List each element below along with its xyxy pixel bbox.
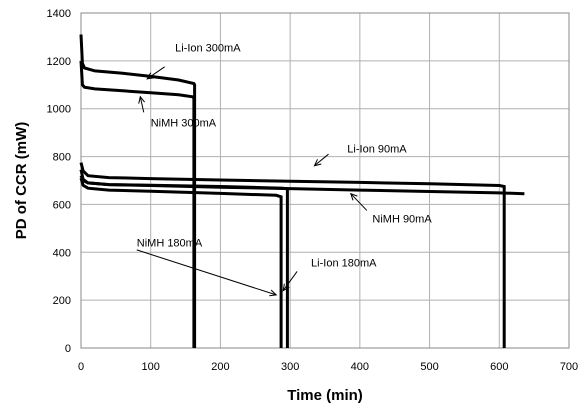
- x-tick-label: 600: [490, 361, 508, 373]
- annotation-arrow-li-ion-90ma: [314, 153, 329, 167]
- y-tick-label: 0: [65, 343, 71, 355]
- series-line-li-ion-300ma: [79, 34, 197, 348]
- x-tick-label: 400: [351, 361, 369, 373]
- annotation-arrowhead-li-ion-90ma: [313, 159, 322, 167]
- annotation-label-li-ion-300ma: Li-Ion 300mA: [175, 42, 241, 54]
- annotation-arrow-li-ion-180ma: [282, 271, 298, 291]
- y-axis-ticks: 0 200 400 600 800 1000 1200 1400: [47, 8, 71, 355]
- y-tick-label: 1400: [47, 8, 71, 20]
- x-tick-label: 100: [142, 361, 160, 373]
- annotation-arrowhead-li-ion-180ma: [282, 283, 290, 292]
- annotation-arrow-li-ion-300ma: [146, 66, 165, 80]
- x-tick-label: 200: [211, 361, 229, 373]
- annotation-arrow-nimh-180ma: [136, 249, 277, 296]
- series-line-nimh-300ma: [79, 60, 196, 348]
- annotation-label-nimh-300ma: NiMH 300mA: [151, 118, 217, 130]
- annotation-arrowhead-nimh-300ma: [138, 95, 145, 104]
- y-tick-label: 200: [53, 295, 71, 307]
- series-line-li-ion-180ma: [79, 175, 289, 348]
- y-tick-label: 600: [53, 199, 71, 211]
- y-tick-label: 800: [53, 152, 71, 164]
- y-axis-title: PD of CCR (mW): [13, 122, 30, 239]
- series-line-li-ion-90ma: [79, 162, 506, 348]
- series-line-nimh-180ma: [79, 177, 283, 348]
- annotation-label-li-ion-180ma: Li-Ion 180mA: [311, 258, 377, 270]
- annotation-arrowhead-nimh-90ma: [349, 192, 358, 201]
- annotation-arrowhead-li-ion-300ma: [146, 72, 155, 80]
- y-tick-label: 400: [53, 247, 71, 259]
- annotation-label-li-ion-90ma: Li-Ion 90mA: [347, 143, 407, 155]
- series-lines: [79, 34, 525, 348]
- y-tick-label: 1000: [47, 104, 71, 116]
- annotation-label-nimh-180ma: NiMH 180mA: [137, 237, 203, 249]
- annotation-arrowhead-nimh-180ma: [269, 289, 278, 297]
- annotations: Li-Ion 300mA NiMH 300mA Li-Ion 90mA NiMH 90…: [136, 42, 432, 297]
- x-axis-ticks: 0 100 200 300 400 500 600 700: [78, 361, 578, 373]
- x-tick-label: 500: [420, 361, 438, 373]
- x-axis-title: Time (min): [287, 387, 363, 404]
- x-tick-label: 300: [281, 361, 299, 373]
- annotation-arrow-nimh-300ma: [139, 96, 145, 113]
- annotation-arrow-nimh-90ma: [350, 193, 368, 211]
- annotation-label-nimh-90ma: NiMH 90mA: [372, 213, 432, 225]
- x-tick-label: 700: [560, 361, 578, 373]
- x-tick-label: 0: [78, 361, 84, 373]
- y-tick-label: 1200: [47, 56, 71, 68]
